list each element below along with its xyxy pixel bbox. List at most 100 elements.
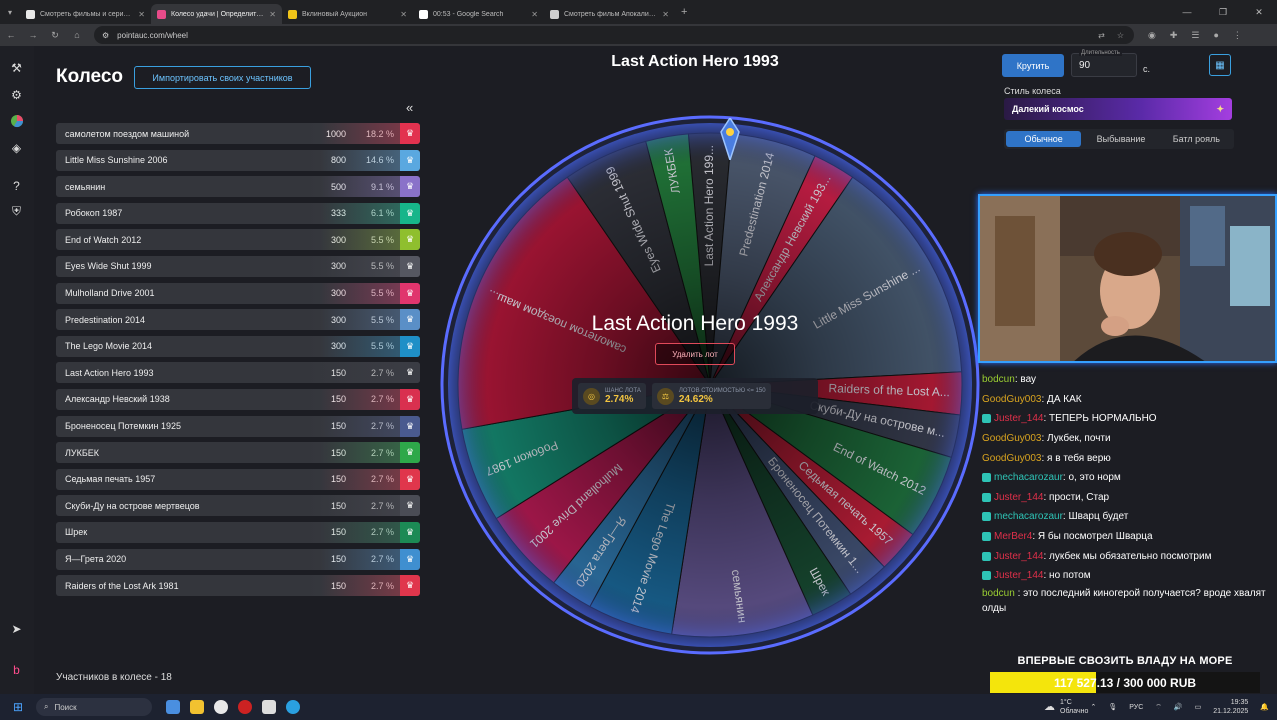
lot-trophy-icon[interactable]: ♛ — [400, 149, 420, 171]
language-indicator[interactable]: РУС — [1129, 703, 1144, 711]
chat-username[interactable]: Juster_144 — [994, 413, 1044, 425]
taskbar-app-icon[interactable] — [166, 700, 180, 714]
tab-close-icon[interactable]: ✕ — [269, 9, 276, 19]
chat-username[interactable]: GoodGuy003 — [982, 393, 1042, 405]
bookmark-star-icon[interactable]: ☆ — [1116, 30, 1124, 40]
lot-row[interactable]: семьянин 500 9.1 % ♛ — [56, 176, 420, 198]
translate-icon[interactable]: ⇄ — [1098, 30, 1105, 40]
site-info-icon[interactable]: ⚙ — [102, 30, 110, 40]
taskbar-search[interactable]: ⌕ Поиск — [36, 698, 152, 716]
lot-row[interactable]: Броненосец Потемкин 1925 150 2.7 % ♛ — [56, 415, 420, 437]
lot-trophy-icon[interactable]: ♛ — [400, 176, 420, 198]
notifications-icon[interactable]: 🔔 — [1260, 704, 1269, 711]
brand-logo-icon[interactable]: b — [13, 662, 20, 677]
lot-trophy-icon[interactable]: ♛ — [400, 388, 420, 410]
wheel[interactable]: Last Action Hero 199...Predestination 20… — [440, 115, 980, 655]
tab-close-icon[interactable]: ✕ — [138, 9, 145, 19]
lot-trophy-icon[interactable]: ♛ — [400, 255, 420, 277]
lot-row[interactable]: Седьмая печать 1957 150 2.7 % ♛ — [56, 468, 420, 490]
file-explorer-icon[interactable] — [190, 700, 204, 714]
chat-username[interactable]: bodcun — [982, 374, 1015, 386]
lot-trophy-icon[interactable]: ♛ — [400, 415, 420, 437]
extensions-puzzle-icon[interactable]: ✚ — [1169, 29, 1178, 40]
chat-username[interactable]: MerBer4 — [994, 531, 1033, 543]
lot-trophy-icon[interactable]: ♛ — [400, 335, 420, 357]
settings-gear-icon[interactable]: ⚙ — [11, 87, 22, 102]
lot-trophy-icon[interactable]: ♛ — [400, 123, 420, 144]
back-icon[interactable]: ← — [6, 30, 16, 40]
import-participants-button[interactable]: Импортировать своих участников — [134, 66, 311, 89]
browser-tab[interactable]: 00:53 - Google Search ✕ — [413, 4, 544, 24]
chat-username[interactable]: Juster_144 — [994, 550, 1044, 562]
lot-trophy-icon[interactable]: ♛ — [400, 521, 420, 543]
lot-row[interactable]: ЛУКБЕК 150 2.7 % ♛ — [56, 442, 420, 464]
lot-row[interactable]: Шрек 150 2.7 % ♛ — [56, 521, 420, 543]
new-tab-button[interactable]: + — [681, 6, 688, 18]
maximize-icon[interactable]: ❐ — [1218, 6, 1228, 17]
clock[interactable]: 19:35 21.12.2025 — [1213, 698, 1248, 716]
wheel-mode-tab[interactable]: Обычное — [1006, 131, 1082, 147]
tab-close-icon[interactable]: ✕ — [400, 9, 407, 19]
tray-chevron-icon[interactable]: ⌃ — [1090, 704, 1097, 711]
lot-row[interactable]: Я—Грета 2020 150 2.7 % ♛ — [56, 548, 420, 570]
wheel-icon[interactable] — [9, 113, 24, 128]
spin-button[interactable]: Крутить — [1002, 54, 1064, 77]
tab-close-icon[interactable]: ✕ — [662, 9, 669, 19]
lot-row[interactable]: Робокоп 1987 333 6.1 % ♛ — [56, 202, 420, 224]
browser-tab[interactable]: Смотреть фильм Апокалипсис ✕ — [544, 4, 675, 24]
lot-row[interactable]: Александр Невский 1938 150 2.7 % ♛ — [56, 388, 420, 410]
gavel-icon[interactable]: ⚒ — [11, 60, 22, 75]
chat-username[interactable]: mechacarozaur — [994, 511, 1063, 523]
duration-input[interactable]: Длительность 90 — [1071, 50, 1137, 77]
close-window-icon[interactable]: ✕ — [1255, 6, 1263, 17]
wheel-mode-tab[interactable]: Выбывание — [1096, 134, 1146, 144]
wifi-icon[interactable]: ⌔ — [1155, 703, 1162, 711]
lot-row[interactable]: Predestination 2014 300 5.5 % ♛ — [56, 309, 420, 331]
forward-icon[interactable]: → — [28, 30, 38, 40]
lot-trophy-icon[interactable]: ♛ — [400, 495, 420, 517]
volume-icon[interactable]: 🔊 — [1173, 704, 1183, 711]
chat-username[interactable]: bodcun — [982, 587, 1015, 599]
chat-username[interactable]: GoodGuy003 — [982, 433, 1042, 445]
microphone-icon[interactable]: 🎙 — [1108, 704, 1118, 711]
lot-row[interactable]: Eyes Wide Shut 1999 300 5.5 % ♛ — [56, 255, 420, 277]
delete-lot-button[interactable]: Удалить лот — [655, 343, 735, 365]
minimize-icon[interactable]: — — [1182, 7, 1192, 17]
lot-trophy-icon[interactable]: ♛ — [400, 575, 420, 597]
lot-trophy-icon[interactable]: ♛ — [400, 362, 420, 384]
lot-row[interactable]: Last Action Hero 1993 150 2.7 % ♛ — [56, 362, 420, 384]
lot-row[interactable]: Raiders of the Lost Ark 1981 150 2.7 % ♛ — [56, 575, 420, 597]
lot-trophy-icon[interactable]: ♛ — [400, 468, 420, 490]
wheel-mode-tab[interactable]: Батл рояль — [1172, 134, 1220, 144]
shield-icon[interactable]: ⛨ — [11, 204, 21, 218]
chat-username[interactable]: Juster_144 — [994, 491, 1044, 503]
lot-trophy-icon[interactable]: ♛ — [400, 548, 420, 570]
music-app-icon[interactable] — [214, 700, 228, 714]
obs-icon[interactable] — [238, 700, 252, 714]
lot-row[interactable]: The Lego Movie 2014 300 5.5 % ♛ — [56, 335, 420, 357]
home-icon[interactable]: ⌂ — [74, 30, 80, 40]
browser-tab[interactable]: Смотреть фильмы и сериалы ✕ — [20, 4, 151, 24]
lot-trophy-icon[interactable]: ♛ — [400, 442, 420, 464]
grid-view-icon[interactable]: ▦ — [1209, 54, 1231, 76]
collapse-panel-icon[interactable]: « — [406, 100, 414, 115]
chat-username[interactable]: GoodGuy003 — [982, 452, 1042, 464]
lot-trophy-icon[interactable]: ♛ — [400, 309, 420, 331]
url-field[interactable]: ⚙ pointauc.com/wheel ⇄ ☆ — [94, 26, 1134, 44]
browser-tab[interactable]: Вклиновый Аукцион ✕ — [282, 4, 413, 24]
tab-close-icon[interactable]: ✕ — [531, 9, 538, 19]
chat-username[interactable]: mechacarozaur — [994, 472, 1063, 484]
lot-row[interactable]: Little Miss Sunshine 2006 800 14.6 % ♛ — [56, 149, 420, 171]
lot-trophy-icon[interactable]: ♛ — [400, 229, 420, 251]
reload-icon[interactable]: ↻ — [51, 29, 59, 40]
extension-icon[interactable]: ◉ — [1148, 29, 1156, 40]
tab-search-icon[interactable]: ▾ — [7, 7, 12, 17]
menu-dots-icon[interactable]: ⋮ — [1232, 29, 1242, 40]
telegram-taskbar-icon[interactable] — [286, 700, 300, 714]
lot-trophy-icon[interactable]: ♛ — [400, 282, 420, 304]
reading-list-icon[interactable]: ☰ — [1191, 29, 1200, 40]
help-icon[interactable]: ? — [13, 178, 20, 193]
lot-row[interactable]: самолетом поездом машиной 1000 18.2 % ♛ — [56, 123, 420, 144]
windows-start-icon[interactable]: ⊞ — [12, 700, 24, 714]
lot-row[interactable]: Скуби-Ду на острове мертвецов 150 2.7 % ♛ — [56, 495, 420, 517]
